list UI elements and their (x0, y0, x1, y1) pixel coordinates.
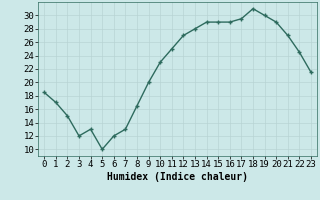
X-axis label: Humidex (Indice chaleur): Humidex (Indice chaleur) (107, 172, 248, 182)
